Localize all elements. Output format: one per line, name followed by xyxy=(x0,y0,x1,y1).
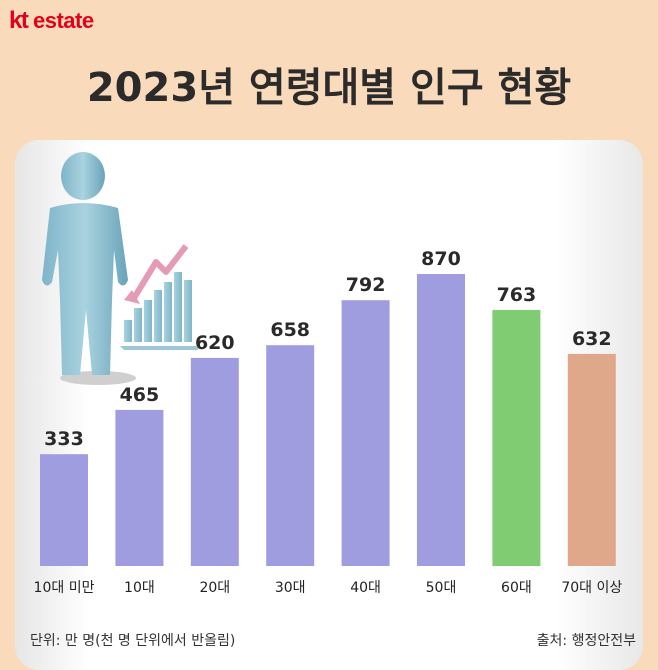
bar-7 xyxy=(567,353,616,566)
bar-value-label-0: 333 xyxy=(44,428,84,450)
x-tick-label-5: 50대 xyxy=(426,580,457,596)
x-tick-label-7: 70대 이상 xyxy=(561,580,622,596)
bar-value-label-3: 658 xyxy=(270,319,310,341)
bar-value-label-5: 870 xyxy=(421,248,461,270)
x-tick-label-2: 20대 xyxy=(199,580,230,596)
bar-1 xyxy=(115,409,164,566)
x-tick-label-3: 30대 xyxy=(275,580,306,596)
bar-value-label-7: 632 xyxy=(572,328,612,350)
source-note: 출처: 행정안전부 xyxy=(536,633,636,649)
bar-value-label-2: 620 xyxy=(195,332,235,354)
x-tick-label-6: 60대 xyxy=(501,580,532,596)
logo-estate-text: estate xyxy=(32,8,94,33)
bar-5 xyxy=(417,274,465,566)
page-title: 2023년 연령대별 인구 현황 xyxy=(86,65,572,111)
bar-0 xyxy=(40,454,88,566)
person-with-declining-graph-icon xyxy=(42,152,198,385)
kt-estate-logo: kt estate xyxy=(9,8,94,34)
bar-4 xyxy=(341,300,390,566)
bar-value-label-6: 763 xyxy=(497,284,537,306)
bar-3 xyxy=(266,345,315,566)
unit-note: 단위: 만 명(천 명 단위에서 반올림) xyxy=(30,633,236,649)
x-tick-label-4: 40대 xyxy=(350,580,381,596)
x-tick-label-1: 10대 xyxy=(124,580,155,596)
logo-kt-text: kt xyxy=(9,7,29,34)
x-tick-label-0: 10대 미만 xyxy=(34,580,95,596)
bar-value-label-1: 465 xyxy=(120,384,160,406)
bar-2 xyxy=(190,357,239,566)
bar-value-label-4: 792 xyxy=(346,274,386,296)
bar-6 xyxy=(492,309,541,566)
